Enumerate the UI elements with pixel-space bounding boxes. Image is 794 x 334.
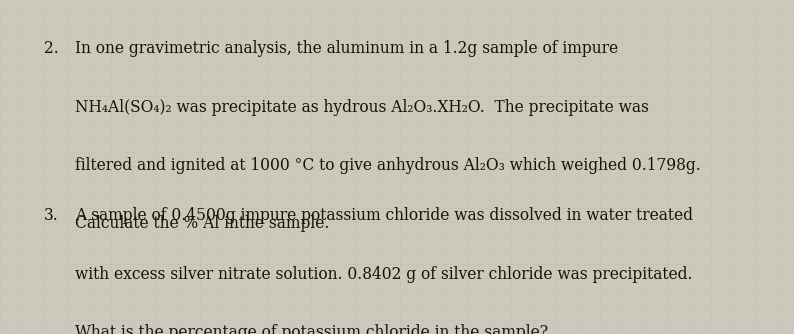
Text: Calculate the % Al inthe sample.: Calculate the % Al inthe sample. xyxy=(75,215,330,232)
Text: A sample of 0.4500g impure potassium chloride was dissolved in water treated: A sample of 0.4500g impure potassium chl… xyxy=(75,207,693,224)
Text: In one gravimetric analysis, the aluminum in a 1.2g sample of impure: In one gravimetric analysis, the aluminu… xyxy=(75,40,619,57)
Text: NH₄Al(SO₄)₂ was precipitate as hydrous Al₂O₃.XH₂O.  The precipitate was: NH₄Al(SO₄)₂ was precipitate as hydrous A… xyxy=(75,99,649,116)
Text: 2.: 2. xyxy=(44,40,59,57)
Text: filtered and ignited at 1000 °C to give anhydrous Al₂O₃ which weighed 0.1798g.: filtered and ignited at 1000 °C to give … xyxy=(75,157,701,174)
Text: What is the percentage of potassium chloride in the sample?: What is the percentage of potassium chlo… xyxy=(75,324,549,334)
Text: 3.: 3. xyxy=(44,207,59,224)
Text: with excess silver nitrate solution. 0.8402 g of silver chloride was precipitate: with excess silver nitrate solution. 0.8… xyxy=(75,266,693,283)
